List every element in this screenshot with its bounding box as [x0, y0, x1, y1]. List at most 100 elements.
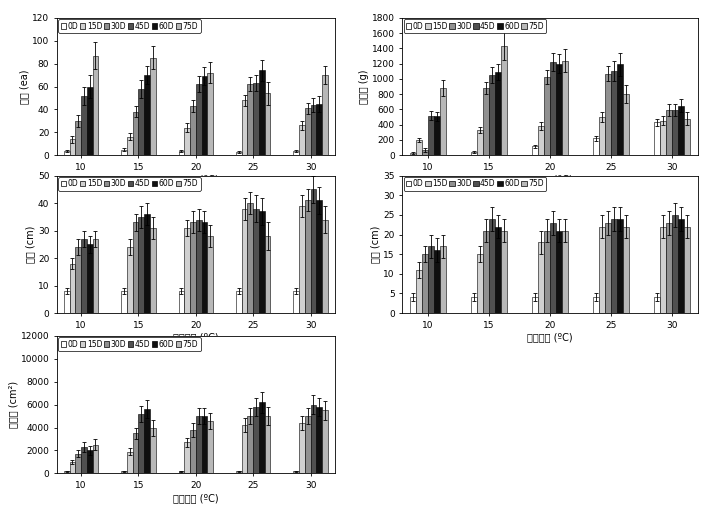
Bar — [495, 72, 501, 155]
Bar — [236, 152, 241, 155]
Bar — [75, 454, 81, 473]
Bar — [416, 270, 422, 313]
Bar — [532, 146, 538, 155]
X-axis label: 재배온도 (ºC): 재배온도 (ºC) — [527, 332, 573, 343]
Bar — [265, 236, 271, 313]
Bar — [201, 416, 207, 473]
Bar — [241, 100, 248, 155]
Bar — [422, 254, 428, 313]
Bar — [179, 151, 184, 155]
Bar — [471, 152, 477, 155]
Bar — [593, 138, 599, 155]
Bar — [617, 219, 623, 313]
Bar — [550, 223, 556, 313]
Bar — [501, 46, 507, 155]
Bar — [207, 236, 213, 313]
Bar — [316, 201, 322, 313]
Bar — [179, 471, 184, 473]
Bar — [196, 219, 201, 313]
Bar — [316, 407, 322, 473]
Bar — [611, 219, 617, 313]
Y-axis label: 엽수 (ea): 엽수 (ea) — [19, 69, 29, 104]
Bar — [611, 71, 617, 155]
Bar — [259, 211, 265, 313]
Bar — [556, 231, 562, 313]
Bar — [623, 227, 629, 313]
Bar — [672, 110, 679, 155]
Bar — [599, 117, 605, 155]
Bar — [556, 64, 562, 155]
Bar — [416, 140, 422, 155]
Bar — [248, 416, 253, 473]
Bar — [253, 407, 259, 473]
Bar — [477, 130, 483, 155]
Bar — [138, 89, 144, 155]
Bar — [623, 94, 629, 155]
Bar — [679, 219, 684, 313]
Bar — [666, 223, 672, 313]
Bar — [93, 55, 98, 155]
Bar — [562, 61, 568, 155]
Bar — [660, 227, 666, 313]
Bar — [532, 297, 538, 313]
Bar — [184, 128, 190, 155]
Bar — [310, 105, 316, 155]
Bar — [207, 420, 213, 473]
Bar — [316, 104, 322, 155]
Bar — [70, 462, 75, 473]
Bar — [471, 297, 477, 313]
Bar — [132, 433, 138, 473]
Bar — [184, 228, 190, 313]
Bar — [150, 58, 156, 155]
Legend: 0D, 15D, 30D, 45D, 60D, 75D: 0D, 15D, 30D, 45D, 60D, 75D — [404, 19, 546, 33]
Bar — [599, 227, 605, 313]
Bar — [121, 150, 127, 155]
Bar — [201, 76, 207, 155]
Bar — [190, 106, 196, 155]
Bar — [87, 244, 93, 313]
Bar — [605, 223, 611, 313]
Bar — [265, 416, 271, 473]
Bar — [190, 222, 196, 313]
Bar — [428, 246, 434, 313]
Bar — [293, 291, 299, 313]
Bar — [127, 137, 132, 155]
Bar — [236, 471, 241, 473]
Bar — [477, 254, 483, 313]
X-axis label: 재배온도 (ºC): 재배온도 (ºC) — [173, 175, 219, 185]
Bar — [121, 471, 127, 473]
Bar — [684, 227, 691, 313]
Bar — [679, 106, 684, 155]
Bar — [127, 247, 132, 313]
Bar — [684, 119, 691, 155]
Bar — [121, 291, 127, 313]
Bar — [70, 264, 75, 313]
Bar — [144, 214, 150, 313]
X-axis label: 재배온도 (ºC): 재배온도 (ºC) — [173, 493, 219, 503]
Bar — [259, 70, 265, 155]
Bar — [434, 117, 440, 155]
Bar — [70, 139, 75, 155]
Bar — [654, 297, 660, 313]
Bar — [75, 121, 81, 155]
Bar — [293, 151, 299, 155]
Bar — [184, 442, 190, 473]
Bar — [127, 451, 132, 473]
Bar — [87, 450, 93, 473]
Bar — [196, 416, 201, 473]
Bar — [666, 110, 672, 155]
Bar — [654, 123, 660, 155]
Bar — [593, 297, 599, 313]
Bar — [544, 231, 550, 313]
Bar — [428, 116, 434, 155]
Bar — [248, 203, 253, 313]
Bar — [672, 215, 679, 313]
Bar — [483, 231, 489, 313]
Bar — [132, 112, 138, 155]
Y-axis label: 엽장 (cm): 엽장 (cm) — [25, 225, 35, 263]
Bar — [299, 126, 305, 155]
Bar — [538, 126, 544, 155]
Bar — [81, 96, 87, 155]
Bar — [248, 84, 253, 155]
Bar — [138, 414, 144, 473]
